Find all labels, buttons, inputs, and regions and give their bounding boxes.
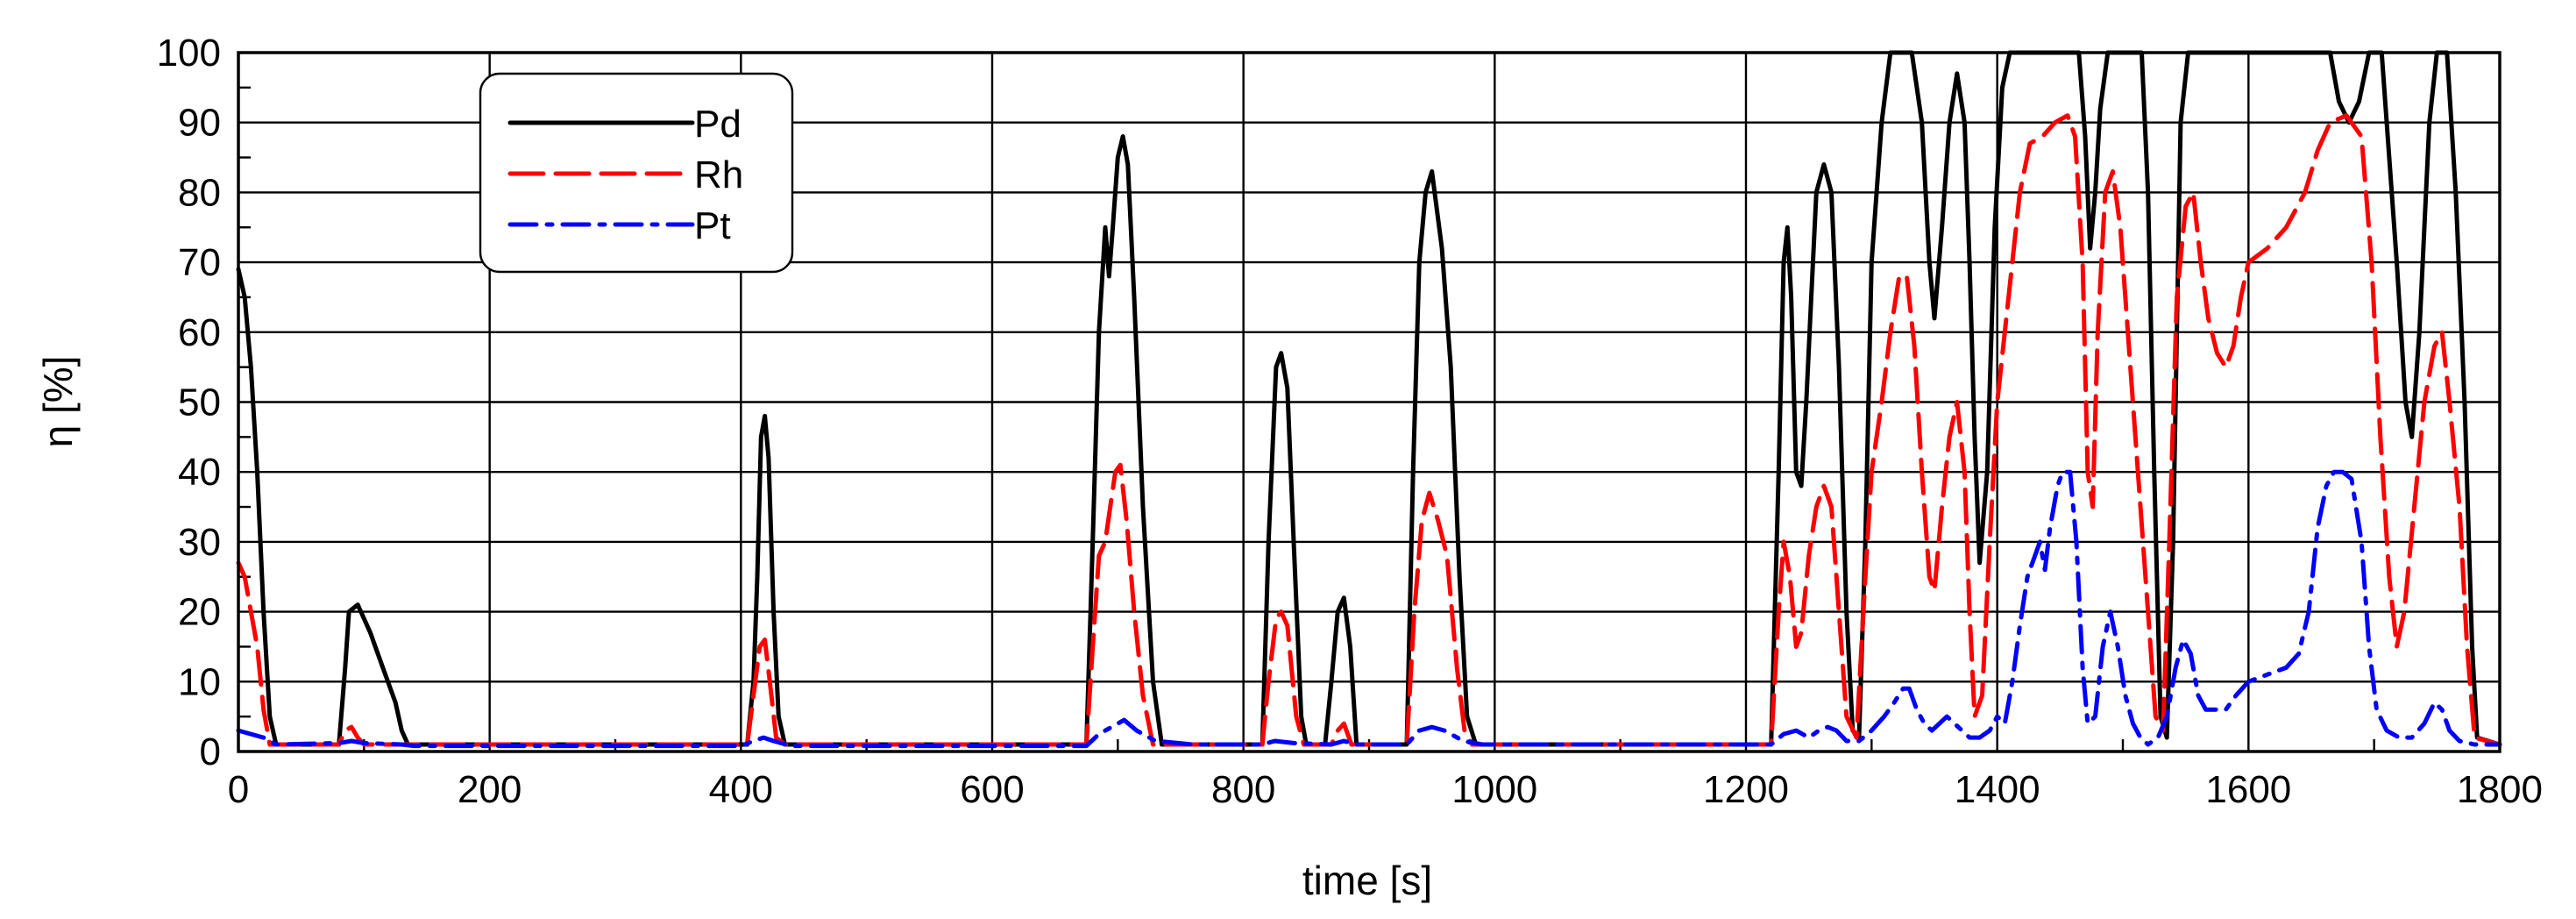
legend-label-pt: Pt: [694, 204, 731, 247]
x-tick-label: 400: [709, 768, 773, 811]
y-tick-label: 100: [157, 32, 221, 75]
series-line-pd: [236, 50, 2502, 747]
series-line-pt: [236, 469, 2502, 749]
x-tick-label: 1200: [1703, 768, 1789, 811]
y-tick-label: 0: [200, 730, 221, 773]
legend-label-pd: Pd: [694, 103, 742, 146]
series-line-rh: [236, 113, 2502, 747]
x-tick-label: 1800: [2457, 768, 2543, 811]
plot-frame: [237, 51, 2501, 753]
y-tick-label: 10: [178, 660, 221, 703]
x-tick-label: 1000: [1451, 768, 1537, 811]
y-tick-label: 30: [178, 521, 221, 564]
series-lines: [236, 50, 2502, 749]
x-tick-label: 1400: [1955, 768, 2040, 811]
legend: Pd Rh Pt: [479, 72, 794, 274]
y-tick-label: 20: [178, 591, 221, 634]
x-tick-label: 600: [960, 768, 1024, 811]
y-tick-label: 40: [178, 451, 221, 494]
y-axis-label: η [%]: [35, 356, 81, 448]
x-axis-label: time [s]: [1302, 858, 1432, 903]
x-tick-label: 1600: [2205, 768, 2291, 811]
axis-ticks: 0 200 400 600 800 1000 1200 1400 1600 1800 0 10 20 30…: [157, 32, 2543, 811]
x-tick-label: 800: [1211, 768, 1275, 811]
y-tick-label: 90: [178, 102, 221, 145]
y-tick-label: 70: [178, 241, 221, 284]
y-tick-label: 80: [178, 171, 221, 214]
legend-label-rh: Rh: [694, 153, 743, 196]
y-tick-label: 60: [178, 311, 221, 354]
x-tick-label: 200: [458, 768, 522, 811]
y-tick-label: 50: [178, 381, 221, 424]
x-tick-label: 0: [228, 768, 249, 811]
